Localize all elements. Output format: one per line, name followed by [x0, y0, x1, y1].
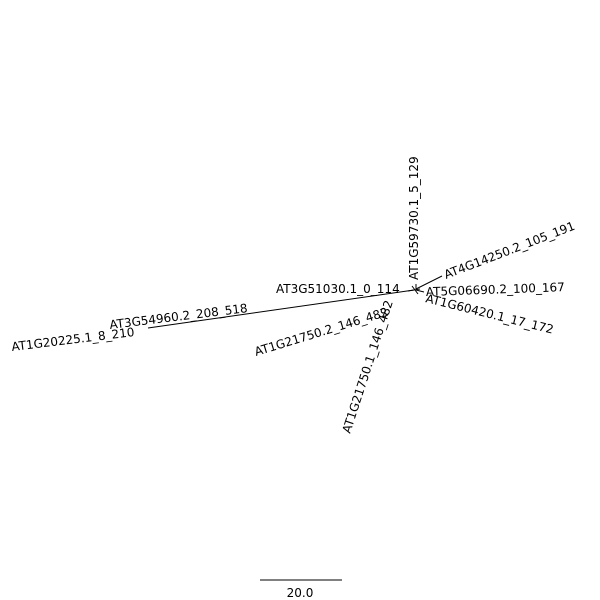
- branch-center-a: [407, 288, 421, 292]
- leaf-label-AT3G51030: AT3G51030.1_0_114: [276, 282, 400, 296]
- branch-to-AT4G14250: [415, 275, 443, 290]
- branch-center-b: [411, 285, 419, 295]
- leaf-label-AT1G20225: AT1G20225.1_8_210: [11, 325, 135, 354]
- scale-bar: 20.0: [260, 579, 342, 600]
- tree-branches: [147, 275, 443, 329]
- leaf-label-AT1G59730: AT1G59730.1_5_129: [407, 156, 421, 280]
- leaf-label-AT5G06690: AT5G06690.2_100_167: [426, 280, 565, 299]
- branch-to-AT5G06690: [415, 289, 425, 293]
- leaf-labels: AT1G59730.1_5_129 AT4G14250.2_105_191 AT…: [11, 156, 577, 435]
- leaf-label-AT1G60420: AT1G60420.1_17_172: [424, 291, 555, 336]
- scale-bar-label: 20.0: [287, 586, 314, 600]
- leaf-label-AT4G14250: AT4G14250.2_105_191: [442, 219, 577, 282]
- branch-long-left: [147, 289, 415, 329]
